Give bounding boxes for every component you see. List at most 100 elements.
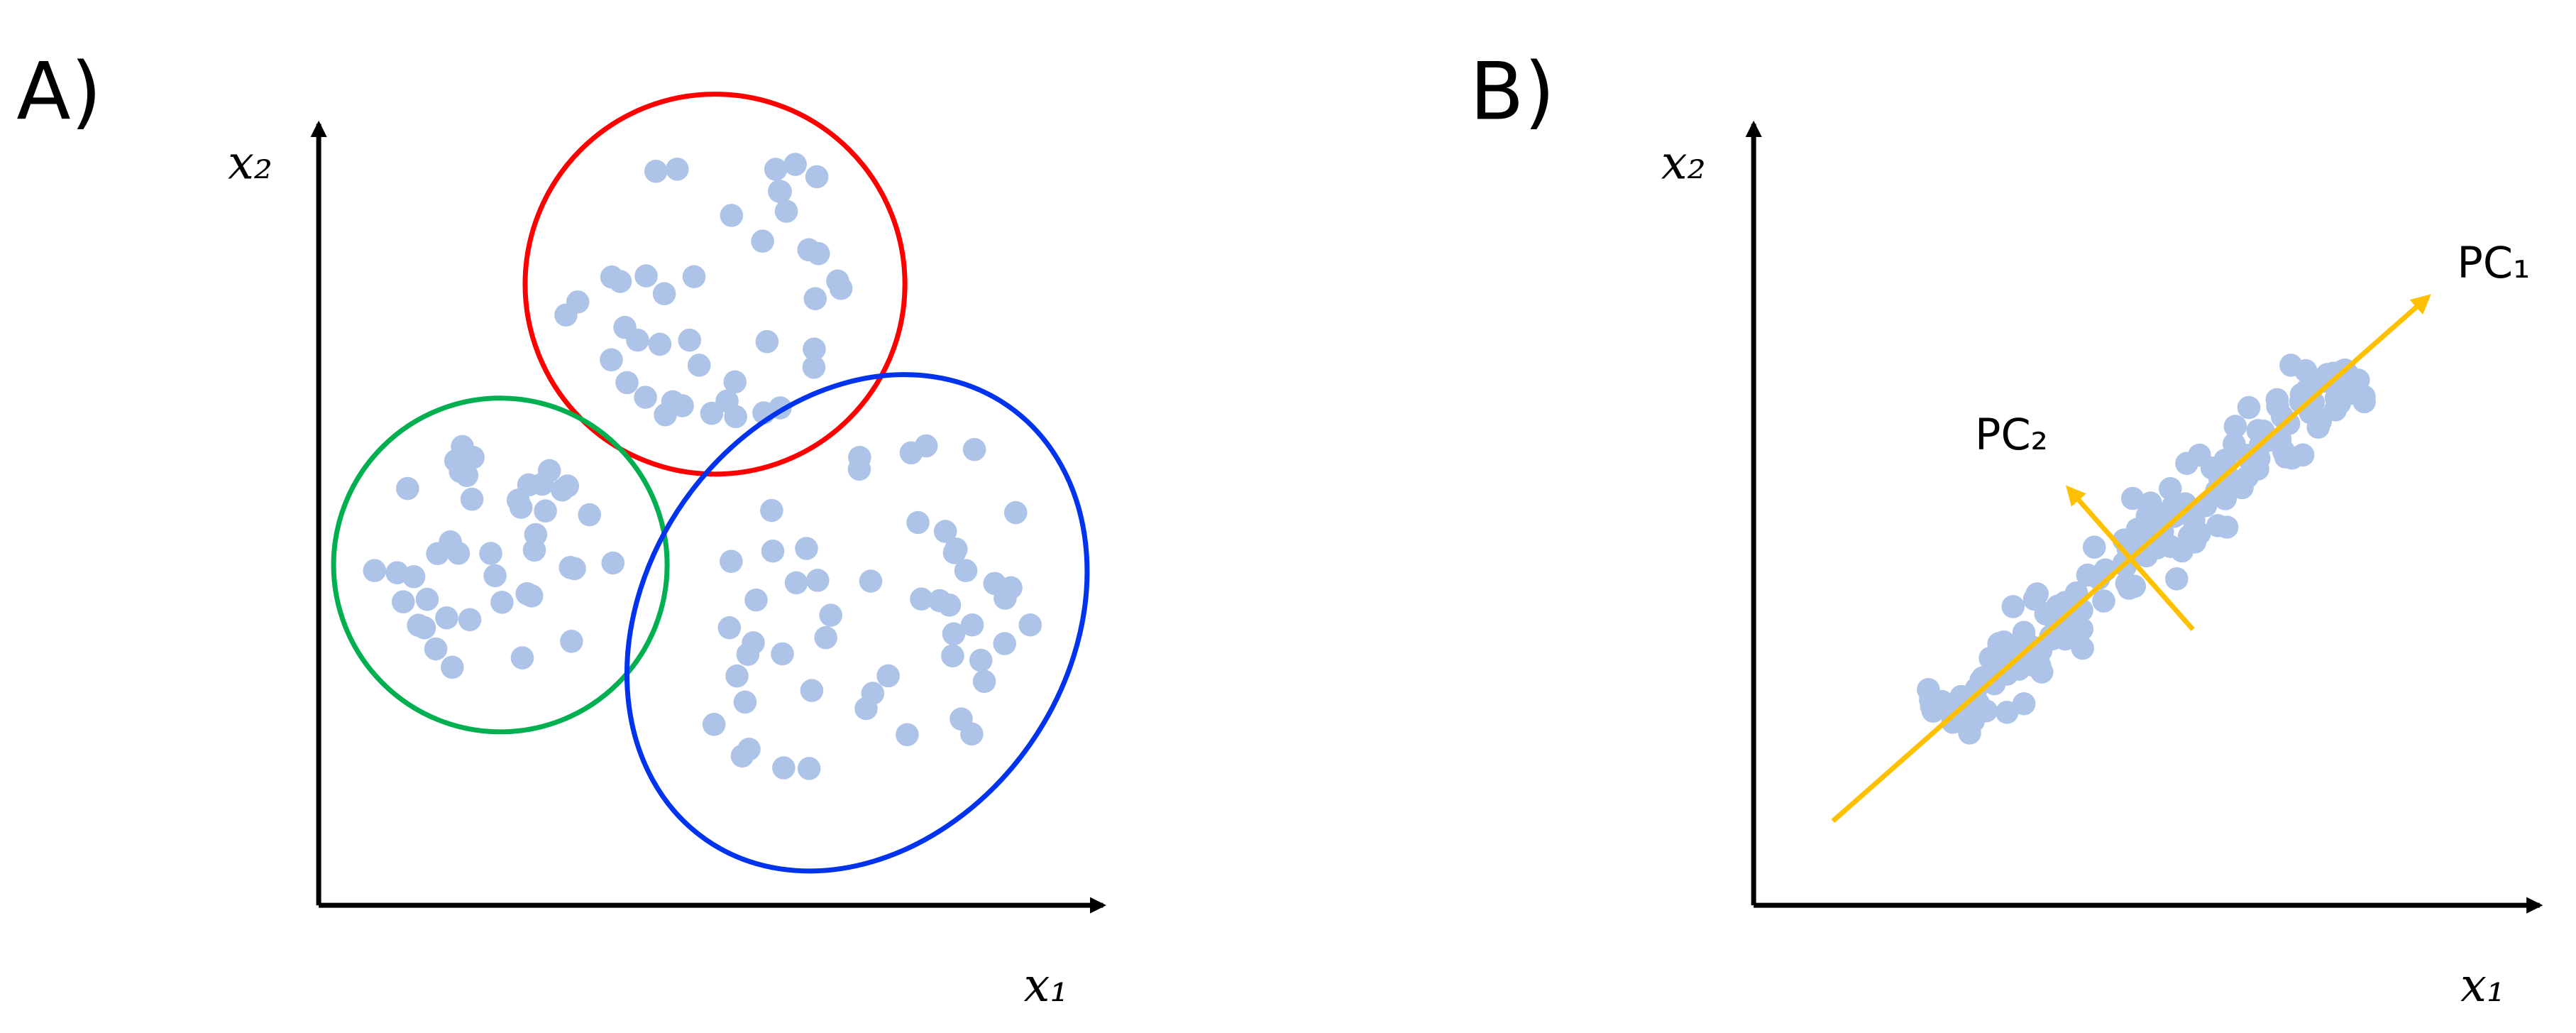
point — [402, 565, 426, 589]
point — [772, 756, 796, 780]
point — [2206, 514, 2230, 537]
point — [724, 405, 747, 429]
point — [733, 690, 757, 714]
point — [1917, 677, 1940, 701]
point — [2200, 456, 2224, 480]
point — [524, 523, 548, 547]
point — [954, 559, 978, 582]
point — [2012, 692, 2036, 716]
point — [1941, 711, 1965, 734]
point — [551, 478, 574, 502]
point — [2125, 518, 2150, 541]
cluster-outline — [522, 92, 908, 477]
point — [460, 487, 484, 511]
point — [671, 394, 694, 417]
point — [634, 264, 658, 288]
point — [560, 630, 583, 653]
panel-label: A) — [16, 46, 101, 138]
point — [805, 165, 829, 189]
point — [396, 476, 419, 501]
point — [412, 616, 436, 640]
y-axis-label: x₂ — [228, 136, 273, 190]
point — [2120, 486, 2145, 510]
point — [2352, 390, 2376, 414]
point — [962, 437, 986, 461]
point — [783, 153, 807, 176]
point — [479, 542, 502, 565]
point — [648, 332, 672, 356]
point — [652, 282, 676, 306]
point — [1961, 709, 1985, 733]
point — [1018, 613, 1042, 637]
point — [960, 722, 984, 746]
point — [993, 632, 1016, 655]
point — [800, 679, 824, 702]
point — [519, 584, 544, 608]
point — [2071, 636, 2094, 660]
point — [634, 386, 657, 409]
point — [363, 559, 387, 582]
point — [819, 603, 842, 627]
point — [700, 401, 724, 425]
point — [1992, 630, 2015, 654]
point — [795, 537, 818, 560]
point — [829, 276, 853, 300]
point — [446, 541, 470, 565]
point — [702, 713, 726, 736]
pc2-label: PC₂ — [1975, 410, 2048, 460]
point — [806, 569, 830, 592]
point — [682, 265, 706, 289]
point — [2053, 591, 2077, 614]
cluster-outline — [624, 372, 1090, 874]
point — [937, 594, 962, 617]
point — [861, 682, 885, 705]
point — [960, 613, 984, 637]
point — [972, 669, 996, 694]
point — [764, 158, 788, 181]
point — [771, 642, 794, 666]
panel-label: B) — [1470, 46, 1555, 138]
point — [774, 200, 798, 223]
point — [2092, 589, 2115, 613]
point — [461, 446, 485, 469]
point — [615, 371, 639, 395]
x-axis-label: x₁ — [1024, 959, 1069, 1012]
point — [802, 355, 826, 379]
point — [933, 520, 957, 543]
point — [969, 648, 993, 672]
point — [2294, 359, 2318, 383]
point — [744, 588, 768, 612]
point — [720, 550, 743, 573]
point — [755, 329, 779, 354]
point — [600, 265, 624, 289]
point — [806, 241, 830, 266]
point — [751, 229, 774, 253]
point — [784, 571, 808, 595]
point — [644, 160, 668, 183]
point — [530, 472, 554, 496]
point — [424, 637, 448, 661]
point — [2165, 567, 2189, 591]
point — [566, 290, 590, 314]
point — [2056, 608, 2079, 632]
cluster-outline — [331, 395, 670, 735]
point — [942, 541, 967, 564]
point — [2183, 530, 2207, 554]
point — [737, 737, 761, 761]
point — [769, 180, 793, 204]
point — [760, 498, 783, 523]
point — [678, 328, 702, 352]
point — [847, 457, 871, 481]
point — [723, 370, 747, 394]
point — [509, 496, 533, 519]
point — [761, 539, 785, 563]
principal-axes — [1831, 294, 2431, 824]
point — [415, 587, 439, 611]
point — [2274, 445, 2298, 469]
point — [910, 587, 933, 611]
point — [458, 608, 482, 632]
point — [665, 157, 689, 181]
point — [993, 586, 1017, 610]
point — [725, 664, 749, 688]
